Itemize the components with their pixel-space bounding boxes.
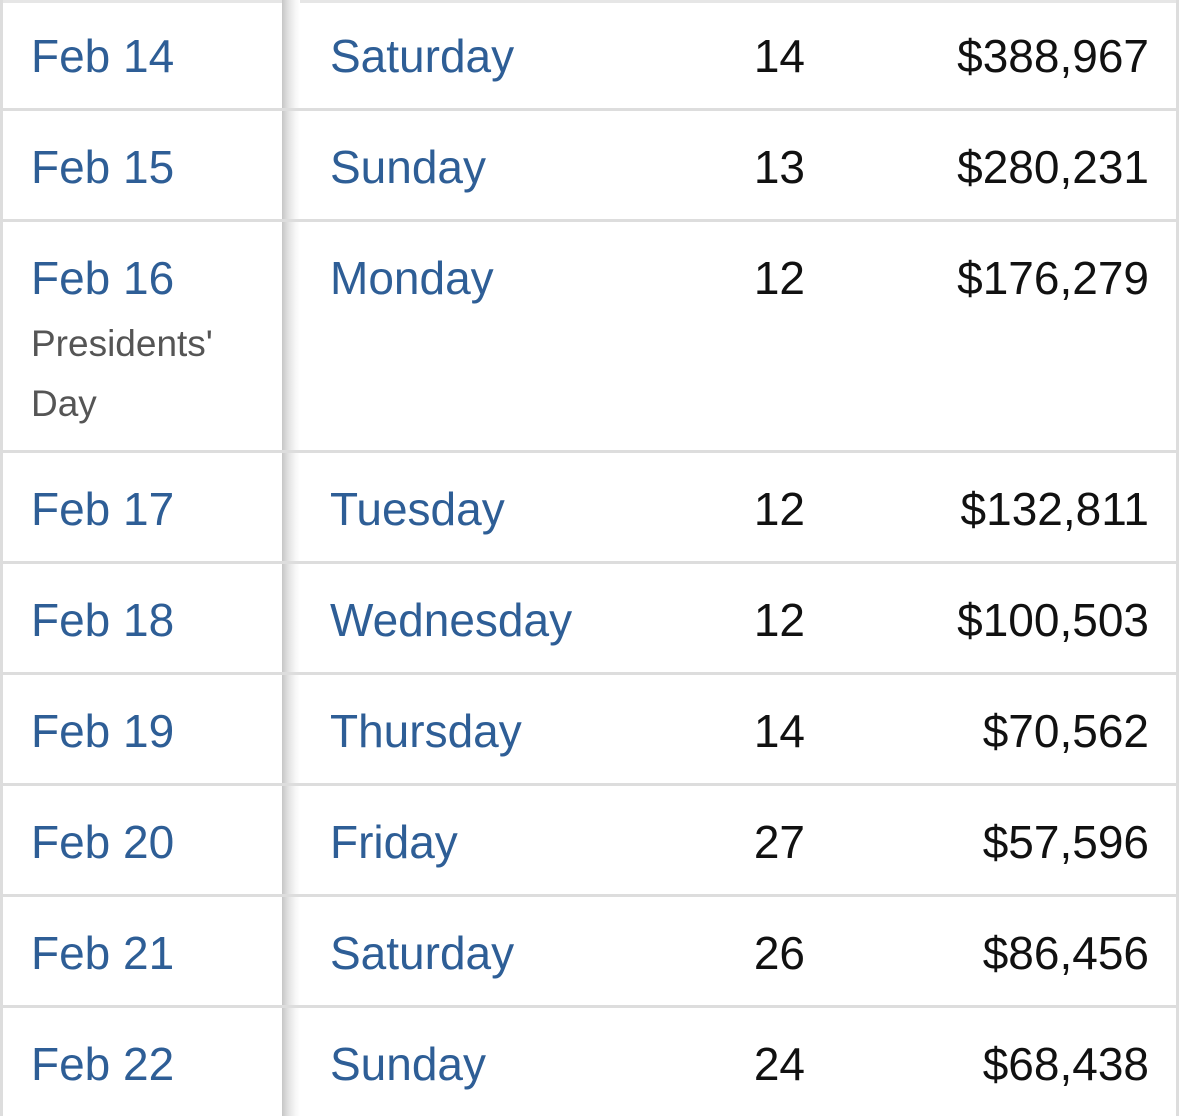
- column-shadow: [282, 675, 300, 783]
- date-cell: Feb 20: [0, 786, 282, 894]
- date-cell: Feb 22: [0, 1008, 282, 1116]
- column-shadow: [282, 1008, 300, 1116]
- date-cell: Feb 18: [0, 564, 282, 672]
- date-link[interactable]: Feb 16: [31, 252, 175, 304]
- table-row: Feb 20 Friday 27 $57,596: [0, 786, 1179, 897]
- column-shadow: [282, 897, 300, 1005]
- count-value: 13: [753, 141, 805, 193]
- gross-value: $57,596: [982, 816, 1149, 868]
- table-row: Feb 14 Saturday 14 $388,967: [0, 0, 1179, 111]
- weekday-link[interactable]: Saturday: [330, 927, 515, 979]
- right-border: [1176, 786, 1179, 894]
- right-border: [1176, 897, 1179, 1005]
- date-link[interactable]: Feb 18: [31, 594, 175, 646]
- date-cell: Feb 16 Presidents' Day: [0, 222, 282, 450]
- gross-value: $100,503: [957, 594, 1149, 646]
- table-row: Feb 22 Sunday 24 $68,438: [0, 1008, 1179, 1116]
- weekday-link[interactable]: Tuesday: [330, 483, 505, 535]
- date-link[interactable]: Feb 22: [31, 1038, 175, 1090]
- gross-value: $280,231: [957, 141, 1149, 193]
- column-shadow: [282, 222, 300, 450]
- gross-value: $70,562: [982, 705, 1149, 757]
- date-cell: Feb 17: [0, 453, 282, 561]
- date-link[interactable]: Feb 20: [31, 816, 175, 868]
- date-link[interactable]: Feb 21: [31, 927, 175, 979]
- count-value: 14: [753, 30, 805, 82]
- count-value: 12: [753, 594, 805, 646]
- right-border: [1176, 564, 1179, 672]
- count-value: 12: [753, 483, 805, 535]
- table-row: Feb 21 Saturday 26 $86,456: [0, 897, 1179, 1008]
- weekday-link[interactable]: Thursday: [330, 705, 522, 757]
- right-border: [1176, 0, 1179, 108]
- right-border: [1176, 453, 1179, 561]
- column-shadow: [282, 786, 300, 894]
- table-row: Feb 19 Thursday 14 $70,562: [0, 675, 1179, 786]
- right-border: [1176, 111, 1179, 219]
- right-border: [1176, 222, 1179, 450]
- date-link[interactable]: Feb 15: [31, 141, 175, 193]
- holiday-label: Presidents' Day: [31, 323, 213, 424]
- column-shadow: [282, 453, 300, 561]
- date-cell: Feb 15: [0, 111, 282, 219]
- count-value: 27: [753, 816, 805, 868]
- gross-value: $132,811: [960, 483, 1149, 535]
- count-value: 24: [753, 1038, 805, 1090]
- weekday-link[interactable]: Wednesday: [330, 594, 573, 646]
- column-shadow: [282, 0, 300, 108]
- table-top-border: [0, 0, 1179, 3]
- weekday-link[interactable]: Saturday: [330, 30, 515, 82]
- count-value: 26: [753, 927, 805, 979]
- date-link[interactable]: Feb 14: [31, 30, 175, 82]
- column-shadow: [282, 564, 300, 672]
- table-row: Feb 15 Sunday 13 $280,231: [0, 111, 1179, 222]
- weekday-link[interactable]: Monday: [330, 252, 494, 304]
- count-value: 12: [753, 252, 805, 304]
- weekday-link[interactable]: Sunday: [330, 141, 487, 193]
- gross-value: $68,438: [982, 1038, 1149, 1090]
- right-border: [1176, 675, 1179, 783]
- weekday-link[interactable]: Friday: [330, 816, 458, 868]
- date-cell: Feb 19: [0, 675, 282, 783]
- table-row: Feb 17 Tuesday 12 $132,811: [0, 453, 1179, 564]
- gross-value: $86,456: [982, 927, 1149, 979]
- gross-value: $176,279: [957, 252, 1149, 304]
- date-link[interactable]: Feb 17: [31, 483, 175, 535]
- column-shadow: [282, 111, 300, 219]
- right-border: [1176, 1008, 1179, 1116]
- date-cell: Feb 14: [0, 0, 282, 108]
- table-row: Feb 18 Wednesday 12 $100,503: [0, 564, 1179, 675]
- date-cell: Feb 21: [0, 897, 282, 1005]
- date-link[interactable]: Feb 19: [31, 705, 175, 757]
- weekday-link[interactable]: Sunday: [330, 1038, 487, 1090]
- table-row: Feb 16 Presidents' Day Monday 12 $176,27…: [0, 222, 1179, 453]
- gross-value: $388,967: [957, 30, 1149, 82]
- count-value: 14: [753, 705, 805, 757]
